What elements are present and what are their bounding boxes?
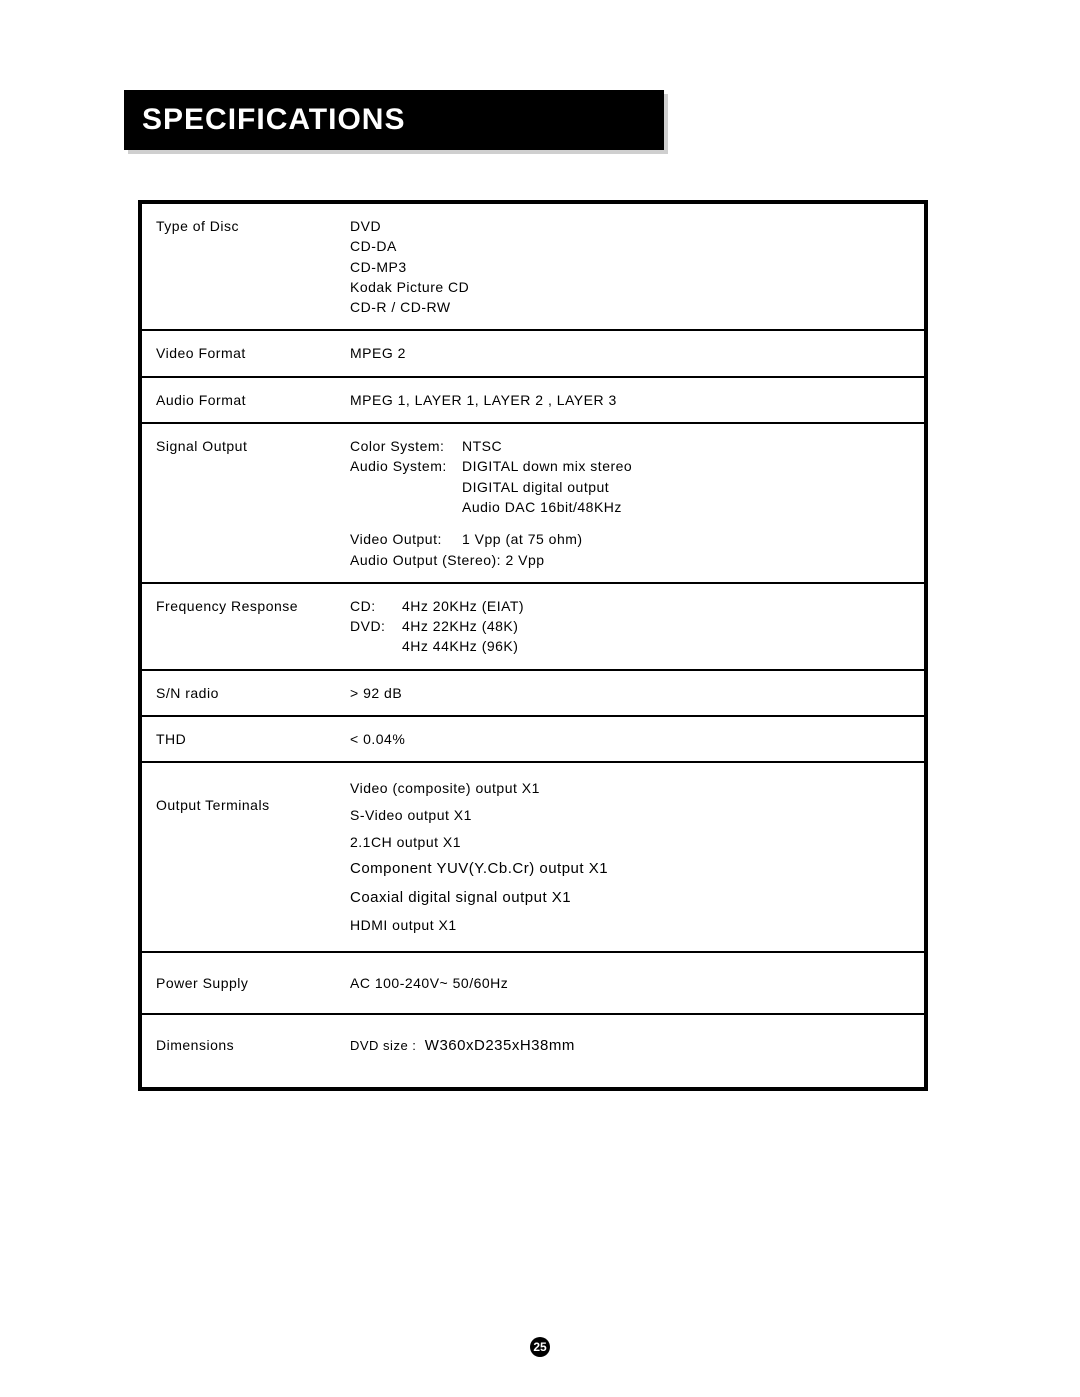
spec-label: Signal Output bbox=[140, 423, 336, 583]
spec-line: CD-DA bbox=[350, 236, 914, 256]
spec-label: Dimensions bbox=[140, 1014, 336, 1089]
spec-line: Kodak Picture CD bbox=[350, 277, 914, 297]
table-row: Type of Disc DVD CD-DA CD-MP3 Kodak Pict… bbox=[140, 202, 926, 330]
spec-line: DIGITAL down mix stereo bbox=[462, 456, 632, 476]
freq-cd-row: CD: 4Hz 20KHz (EIAT) bbox=[350, 596, 914, 616]
dim-prefix: DVD size : bbox=[350, 1038, 416, 1053]
spec-line: > 92 dB bbox=[350, 683, 914, 703]
page-title: SPECIFICATIONS bbox=[142, 103, 405, 137]
spec-line: Coaxial digital signal output X1 bbox=[350, 884, 914, 913]
freq-label: CD: bbox=[350, 596, 390, 616]
spec-line: DVD bbox=[350, 216, 914, 236]
table-row: Power Supply AC 100-240V~ 50/60Hz bbox=[140, 952, 926, 1014]
table-row: S/N radio > 92 dB bbox=[140, 670, 926, 716]
specifications-table: Type of Disc DVD CD-DA CD-MP3 Kodak Pict… bbox=[138, 200, 928, 1091]
spec-value: CD: 4Hz 20KHz (EIAT) DVD: 4Hz 22KHz (48K… bbox=[336, 583, 926, 670]
spacer bbox=[350, 517, 914, 529]
freq-value: 4Hz 20KHz (EIAT) bbox=[402, 596, 524, 616]
spec-value: MPEG 2 bbox=[336, 330, 926, 376]
table-row: Output Terminals Video (composite) outpu… bbox=[140, 762, 926, 951]
signal-label: Color System: bbox=[350, 436, 450, 456]
spec-line: MPEG 1, LAYER 1, LAYER 2 , LAYER 3 bbox=[350, 390, 914, 410]
spec-value: MPEG 1, LAYER 1, LAYER 2 , LAYER 3 bbox=[336, 377, 926, 423]
spec-value: Color System: NTSC Audio System: DIGITAL… bbox=[336, 423, 926, 583]
page-number: 25 bbox=[0, 1337, 1080, 1357]
spec-line: AC 100-240V~ 50/60Hz bbox=[350, 973, 914, 993]
table-row: Dimensions DVD size : W360xD235xH38mm bbox=[140, 1014, 926, 1089]
spec-line: 4Hz 22KHz (48K) bbox=[402, 616, 518, 636]
spec-value: DVD CD-DA CD-MP3 Kodak Picture CD CD-R /… bbox=[336, 202, 926, 330]
signal-color-row: Color System: NTSC bbox=[350, 436, 914, 456]
signal-label: Video Output: bbox=[350, 529, 450, 549]
signal-value-block: DIGITAL down mix stereo DIGITAL digital … bbox=[462, 456, 632, 517]
spec-line: HDMI output X1 bbox=[350, 912, 914, 939]
dim-value: W360xD235xH38mm bbox=[425, 1037, 575, 1054]
spec-value: DVD size : W360xD235xH38mm bbox=[336, 1014, 926, 1089]
spec-line: Component YUV(Y.Cb.Cr) output X1 bbox=[350, 855, 914, 884]
spec-line: Video (composite) output X1 bbox=[350, 775, 914, 802]
spec-line: DIGITAL digital output bbox=[462, 477, 632, 497]
signal-label: Audio System: bbox=[350, 456, 450, 517]
spec-label: S/N radio bbox=[140, 670, 336, 716]
spec-label: Audio Format bbox=[140, 377, 336, 423]
spec-line: Audio Output (Stereo): 2 Vpp bbox=[350, 550, 914, 570]
spec-line: 4Hz 44KHz (96K) bbox=[402, 636, 518, 656]
freq-label: DVD: bbox=[350, 616, 390, 657]
page-title-band: SPECIFICATIONS bbox=[124, 90, 664, 150]
spec-label: Type of Disc bbox=[140, 202, 336, 330]
spec-value: Video (composite) output X1 S-Video outp… bbox=[336, 762, 926, 951]
page: SPECIFICATIONS Type of Disc DVD CD-DA CD… bbox=[0, 0, 1080, 1397]
spec-value: > 92 dB bbox=[336, 670, 926, 716]
spec-label: Output Terminals bbox=[140, 762, 336, 951]
spec-label: Frequency Response bbox=[140, 583, 336, 670]
spec-line: CD-MP3 bbox=[350, 257, 914, 277]
freq-dvd-row: DVD: 4Hz 22KHz (48K) 4Hz 44KHz (96K) bbox=[350, 616, 914, 657]
spec-line: S-Video output X1 bbox=[350, 802, 914, 829]
table-row: Signal Output Color System: NTSC Audio S… bbox=[140, 423, 926, 583]
signal-audio-row: Audio System: DIGITAL down mix stereo DI… bbox=[350, 456, 914, 517]
spec-line: 2.1CH output X1 bbox=[350, 829, 914, 856]
spec-line: CD-R / CD-RW bbox=[350, 297, 914, 317]
table-row: Video Format MPEG 2 bbox=[140, 330, 926, 376]
spec-label: Power Supply bbox=[140, 952, 336, 1014]
spec-value: AC 100-240V~ 50/60Hz bbox=[336, 952, 926, 1014]
spec-label: Video Format bbox=[140, 330, 336, 376]
signal-value: 1 Vpp (at 75 ohm) bbox=[462, 529, 583, 549]
spec-line: MPEG 2 bbox=[350, 343, 914, 363]
signal-video-row: Video Output: 1 Vpp (at 75 ohm) bbox=[350, 529, 914, 549]
spec-value: < 0.04% bbox=[336, 716, 926, 762]
page-number-circle: 25 bbox=[530, 1337, 550, 1357]
freq-value-block: 4Hz 22KHz (48K) 4Hz 44KHz (96K) bbox=[402, 616, 518, 657]
spec-line: < 0.04% bbox=[350, 729, 914, 749]
spec-label: THD bbox=[140, 716, 336, 762]
signal-value: NTSC bbox=[462, 436, 502, 456]
table-row: Audio Format MPEG 1, LAYER 1, LAYER 2 , … bbox=[140, 377, 926, 423]
table-row: THD < 0.04% bbox=[140, 716, 926, 762]
table-row: Frequency Response CD: 4Hz 20KHz (EIAT) … bbox=[140, 583, 926, 670]
spec-line: Audio DAC 16bit/48KHz bbox=[462, 497, 632, 517]
